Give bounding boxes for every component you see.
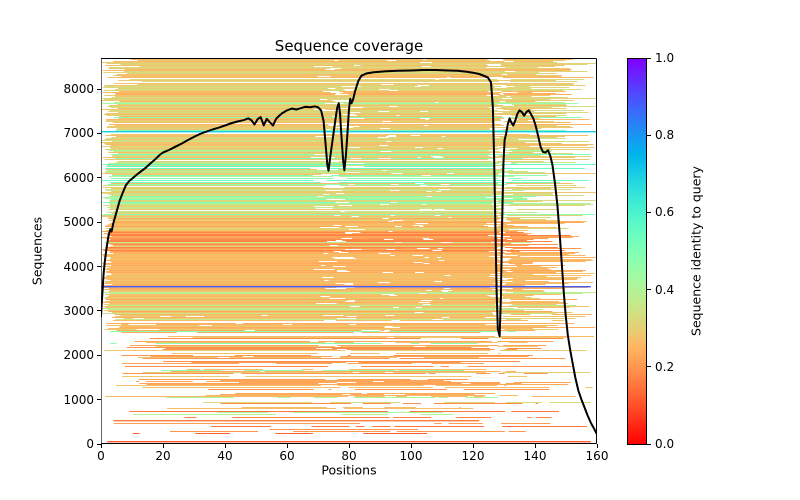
y-tick-label: 6000: [63, 170, 94, 185]
x-tick: [410, 444, 412, 448]
y-tick-label: 1000: [63, 392, 94, 407]
x-tick-label: 20: [155, 449, 171, 463]
colorbar-tick: [647, 134, 651, 136]
x-tick-label: 60: [279, 449, 295, 463]
x-tick-label: 160: [585, 449, 609, 463]
x-tick: [534, 444, 536, 448]
x-tick-label: 140: [523, 449, 547, 463]
colorbar-canvas: [627, 58, 647, 445]
x-tick-label: 0: [97, 449, 105, 463]
y-tick: [97, 221, 101, 223]
colorbar-tick: [647, 289, 651, 291]
x-tick: [348, 444, 350, 448]
x-tick: [224, 444, 226, 448]
x-tick-label: 80: [341, 449, 357, 463]
y-tick-label: 0: [86, 437, 94, 451]
colorbar-tick-label: 0.0: [655, 437, 675, 451]
colorbar-tick: [647, 211, 651, 213]
y-tick-label: 7000: [63, 126, 94, 141]
x-tick: [596, 444, 598, 448]
y-tick-label: 2000: [63, 348, 94, 363]
y-tick-label: 5000: [63, 215, 94, 230]
colorbar-tick: [647, 443, 651, 445]
y-tick-label: 8000: [63, 82, 94, 97]
colorbar-tick: [647, 57, 651, 59]
x-tick-label: 100: [399, 449, 423, 463]
y-tick: [97, 399, 101, 401]
y-axis-label: Sequences: [29, 216, 45, 286]
colorbar-tick-label: 0.6: [655, 205, 675, 220]
colorbar-tick-label: 0.2: [655, 359, 675, 374]
colorbar-tick-label: 0.8: [655, 128, 675, 143]
y-tick: [97, 354, 101, 356]
x-axis-label: Positions: [321, 462, 377, 478]
x-tick: [100, 444, 102, 448]
x-tick: [472, 444, 474, 448]
y-tick-label: 4000: [63, 259, 94, 274]
chart-title: Sequence coverage: [274, 37, 424, 55]
y-tick-label: 3000: [63, 303, 94, 318]
y-tick: [97, 443, 101, 445]
y-tick: [97, 266, 101, 268]
x-tick: [162, 444, 164, 448]
colorbar-label: Sequence identity to query: [688, 166, 704, 336]
colorbar-tick: [647, 366, 651, 368]
y-tick: [97, 88, 101, 90]
y-tick: [97, 177, 101, 179]
msa-coverage-plot-canvas: [101, 58, 597, 444]
colorbar-tick-label: 0.4: [655, 282, 675, 297]
x-tick-label: 120: [461, 449, 485, 463]
x-tick: [286, 444, 288, 448]
colorbar-tick-label: 1.0: [655, 51, 675, 65]
y-tick: [97, 310, 101, 312]
x-tick-label: 40: [217, 449, 233, 463]
y-tick: [97, 132, 101, 134]
